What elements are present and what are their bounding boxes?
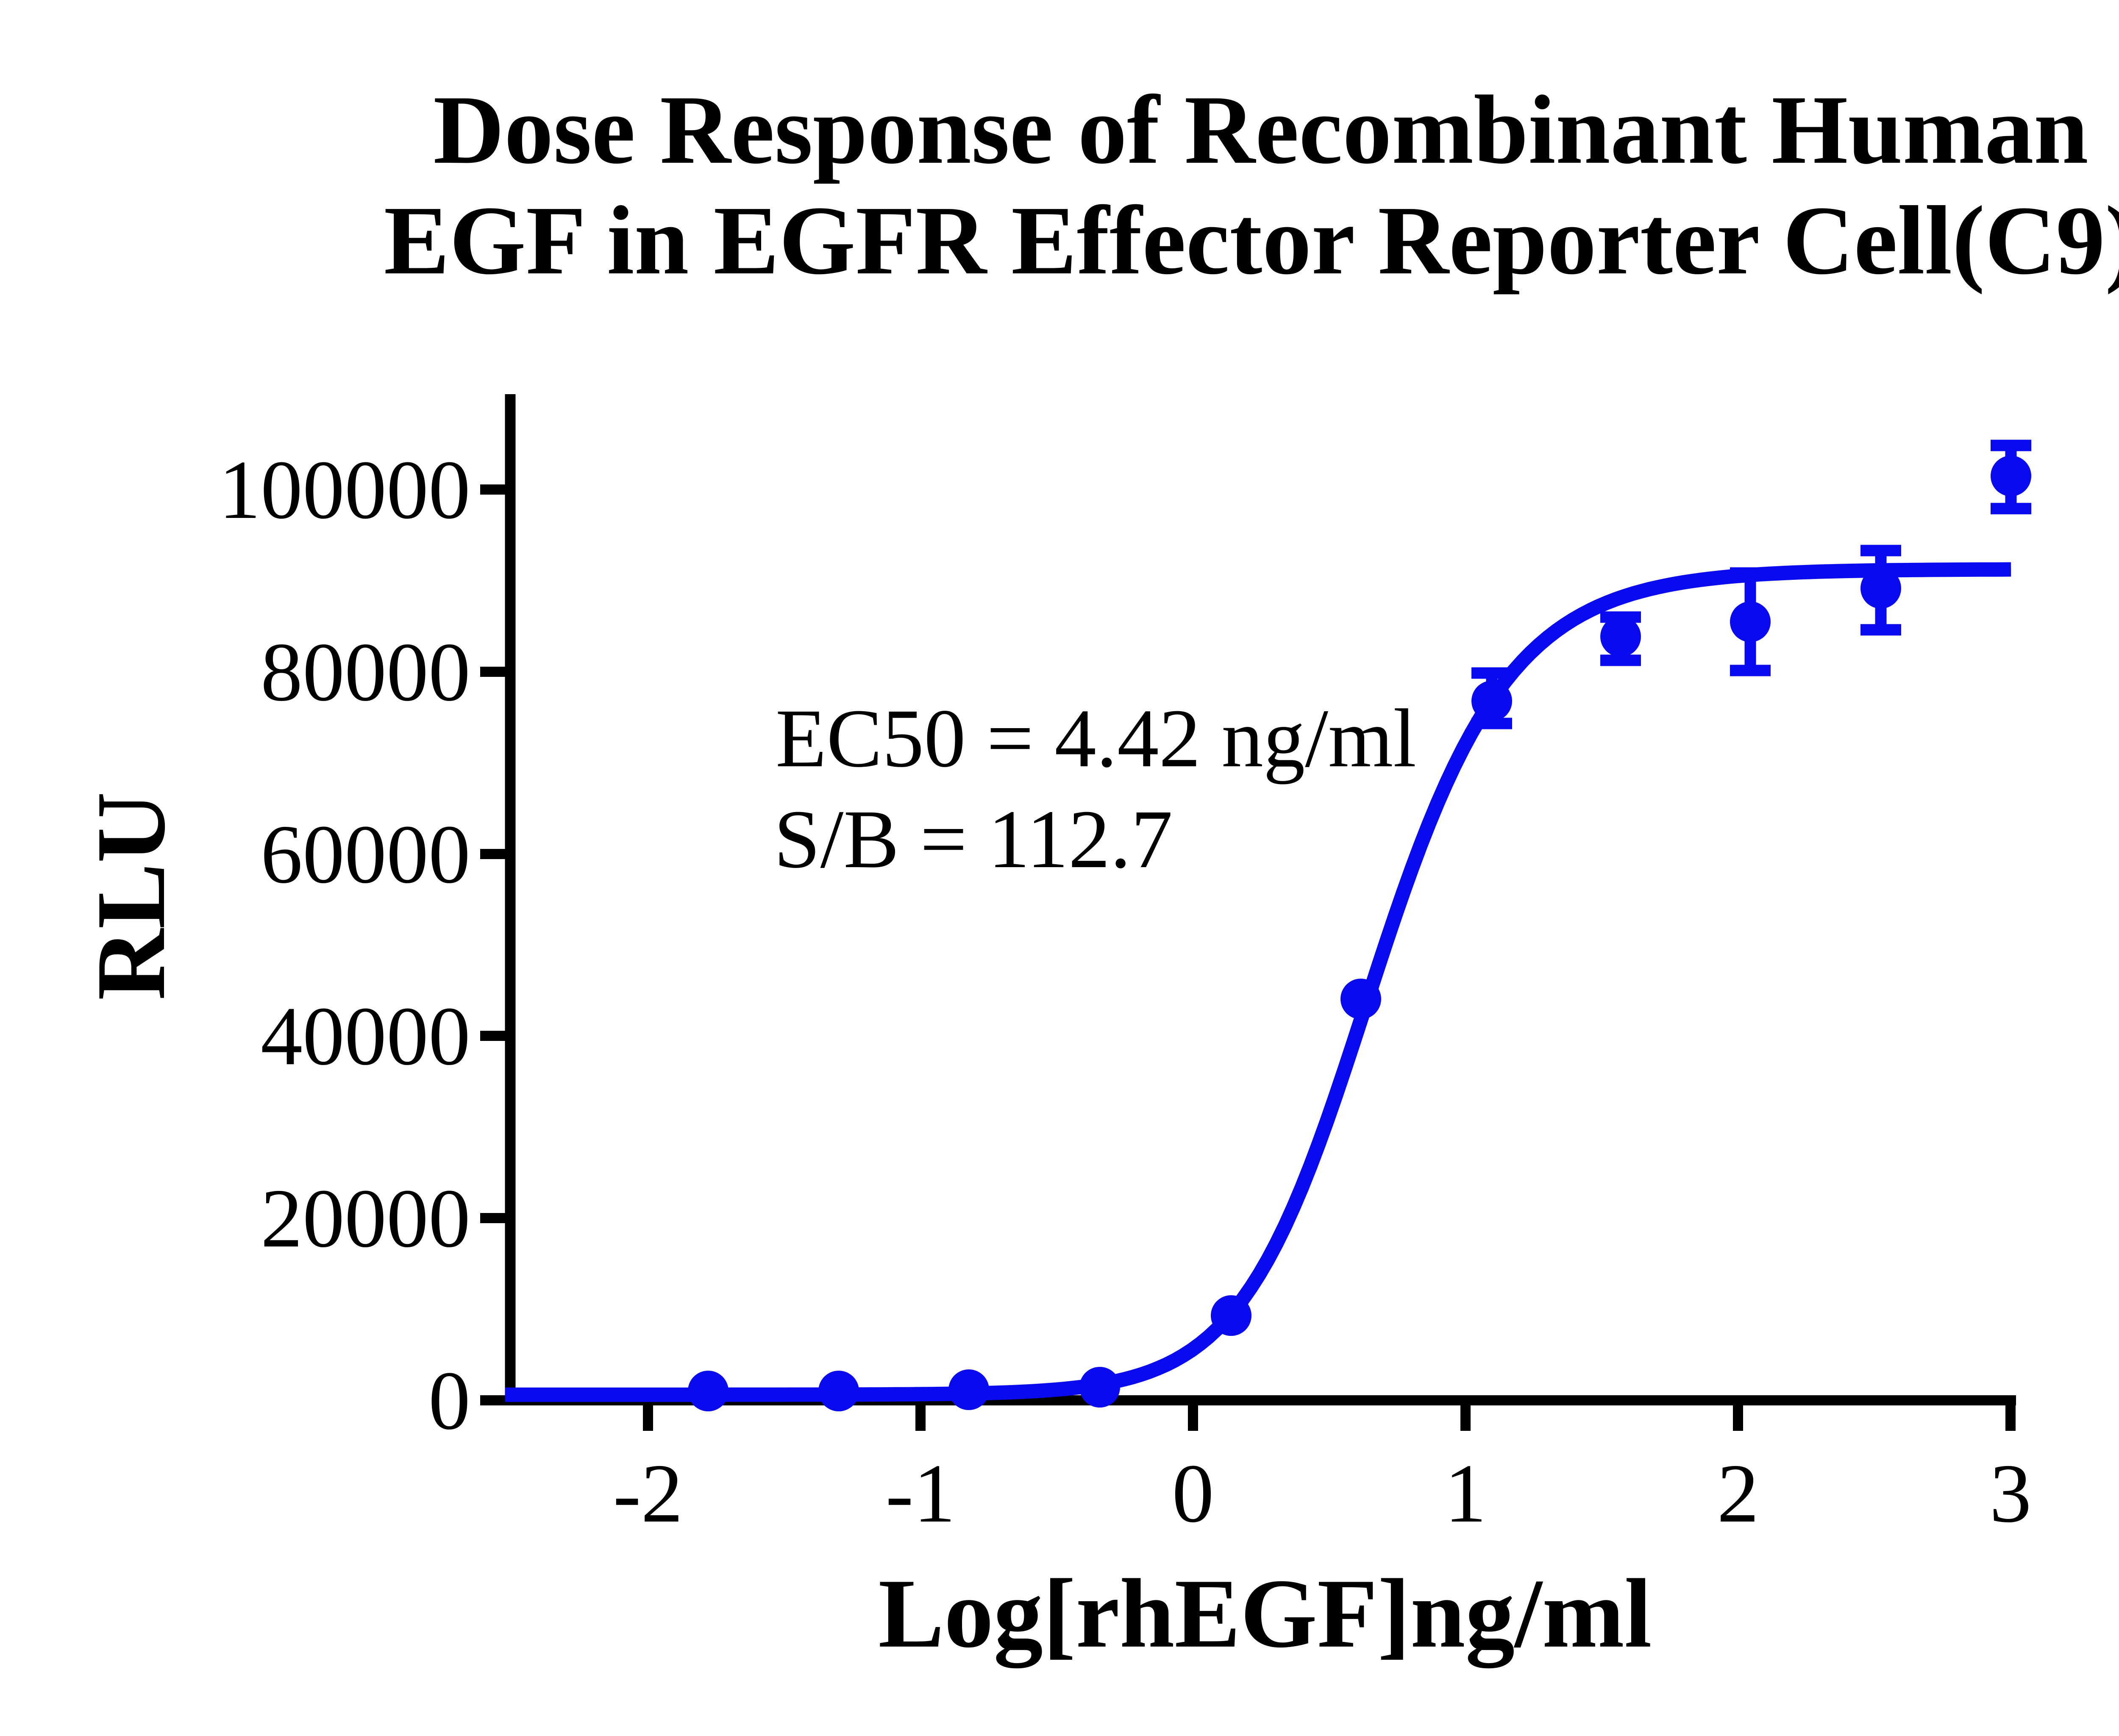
svg-text:-1: -1 [886,1447,956,1540]
svg-text:2: 2 [1717,1447,1759,1540]
svg-text:-2: -2 [613,1447,683,1540]
svg-text:3: 3 [1990,1447,2032,1540]
svg-text:S/B = 112.7: S/B = 112.7 [774,793,1173,885]
svg-text:0: 0 [1172,1447,1214,1540]
svg-text:100000: 100000 [219,443,470,536]
svg-text:40000: 40000 [261,990,470,1082]
svg-text:EGF in EGFR Effector Reporter: EGF in EGFR Effector Reporter Cell(C9) [384,186,2119,295]
svg-text:Log[rhEGF]ng/ml: Log[rhEGF]ng/ml [878,1559,1652,1669]
svg-text:1: 1 [1445,1447,1487,1540]
svg-text:EC50 = 4.42 ng/ml: EC50 = 4.42 ng/ml [776,692,1416,785]
svg-text:RLU: RLU [76,792,186,1000]
svg-text:80000: 80000 [261,626,470,718]
svg-text:20000: 20000 [261,1172,470,1265]
svg-text:0: 0 [428,1354,470,1447]
svg-text:60000: 60000 [261,808,470,901]
svg-text:Dose Response of Recombinant H: Dose Response of Recombinant Human [433,75,2088,184]
